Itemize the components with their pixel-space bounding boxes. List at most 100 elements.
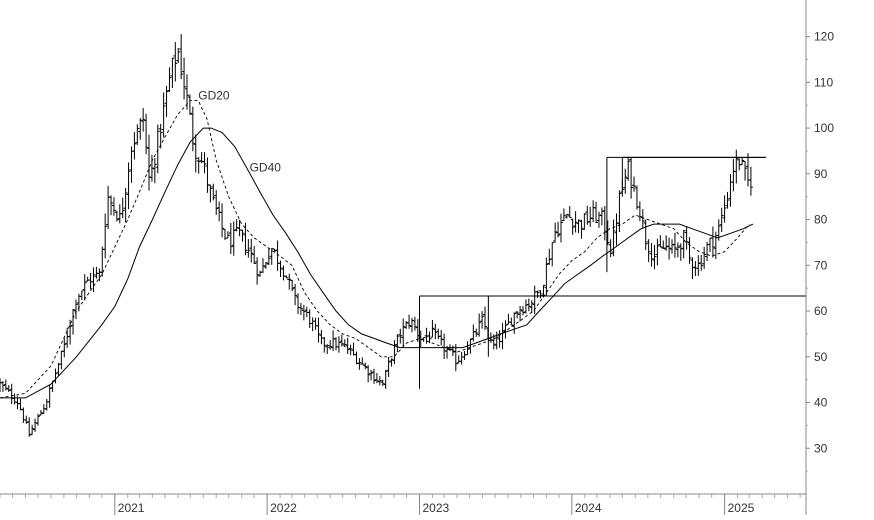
ohlc-bar: [82, 274, 87, 301]
ohlc-bar: [380, 379, 385, 387]
ohlc-bar: [196, 157, 201, 174]
ohlc-bar: [494, 331, 499, 350]
ohlc-bar: [190, 106, 195, 152]
ohlc-bar: [296, 293, 301, 315]
ohlc-bar: [322, 336, 327, 353]
ohlc-bar: [313, 317, 318, 330]
ohlc-bar: [468, 338, 473, 354]
y-tick-label: 30: [814, 441, 828, 455]
ohlc-bar: [243, 222, 248, 256]
y-tick-label: 120: [814, 30, 834, 44]
ohlc-bar: [629, 157, 634, 199]
ohlc-bar: [579, 219, 584, 239]
ohlc-bar: [731, 158, 736, 192]
ohlc-bar: [85, 276, 90, 282]
ohlc-bar: [252, 246, 257, 265]
ohlc-bar: [307, 309, 312, 328]
ohlc-bar: [135, 124, 140, 145]
ohlc-bar: [652, 244, 657, 270]
ohlc-bar: [331, 330, 336, 351]
ohlc-bar: [30, 424, 35, 435]
ohlc-bar: [556, 221, 561, 238]
ohlc-bar: [509, 317, 514, 326]
ohlc-bar: [21, 407, 26, 423]
ohlc-bar: [655, 238, 660, 266]
ohlc-bar: [68, 319, 73, 345]
range-box: [621, 156, 766, 197]
ohlc-bar: [430, 319, 435, 338]
ohlc-bar: [456, 355, 461, 364]
ohlc-bar: [535, 290, 540, 299]
ohlc-bar: [161, 92, 166, 138]
ohlc-bar: [690, 257, 695, 280]
ohlc-bar: [404, 321, 409, 329]
series-label: GD20: [198, 89, 230, 103]
ohlc-bar: [284, 275, 289, 279]
ohlc-bar: [564, 213, 569, 219]
ohlc-bar: [334, 337, 339, 351]
ohlc-bar: [132, 132, 137, 160]
ohlc-bar: [298, 302, 303, 316]
ohlc-bar: [234, 219, 239, 232]
ohlc-bar: [44, 398, 49, 411]
ohlc-bar: [310, 317, 315, 332]
ohlc-bar: [407, 314, 412, 329]
ohlc-bar: [576, 219, 581, 234]
ohlc-bar: [316, 317, 321, 343]
ohlc-bar: [360, 357, 365, 365]
ohlc-bar: [290, 279, 295, 292]
ohlc-bar: [149, 154, 154, 182]
ohlc-bar: [626, 156, 631, 181]
ohlc-bar: [699, 255, 704, 271]
ohlc-bar: [500, 322, 505, 350]
ohlc-bar: [374, 372, 379, 384]
ohlc-bar: [427, 331, 432, 344]
ohlc-bar: [41, 404, 46, 415]
ohlc-bar: [529, 300, 534, 314]
ohlc-bar: [205, 157, 210, 193]
ohlc-bar: [129, 146, 134, 183]
x-tick-label: 2023: [422, 501, 449, 515]
ohlc-bar: [526, 298, 531, 312]
x-tick-label: 2022: [270, 501, 297, 515]
ohlc-bar: [523, 299, 528, 314]
ohlc-bar: [366, 365, 371, 383]
ohlc-bar: [301, 304, 306, 321]
ohlc-bar: [348, 344, 353, 356]
ohlc-bar: [35, 413, 40, 426]
ohlc-bar: [193, 134, 198, 173]
ohlc-bar: [182, 57, 187, 100]
ohlc-bar: [594, 201, 599, 224]
ohlc-bar: [395, 334, 400, 353]
ohlc-bar: [518, 305, 523, 322]
ohlc-bar: [179, 34, 184, 80]
series-label: GD40: [250, 161, 282, 175]
y-axis-ticks: 30 40 50 60 70 80 90 100 110 120: [806, 30, 834, 472]
ohlc-bar: [623, 168, 628, 194]
ohlc-bar: [678, 243, 683, 261]
range-box: [487, 295, 806, 357]
ohlc-bar: [263, 261, 268, 269]
ohlc-bar: [152, 158, 157, 184]
ohlc-bar: [643, 219, 648, 251]
ohlc-bar: [9, 383, 14, 405]
ohlc-bar: [106, 185, 111, 230]
ohlc-bar: [386, 356, 391, 377]
ohlc-bar: [147, 134, 152, 191]
ohlc-bar: [217, 201, 222, 222]
ohlc-bar: [255, 257, 260, 285]
ohlc-bar: [702, 246, 707, 270]
ohlc-bar: [363, 362, 368, 370]
ohlc-bar: [73, 299, 78, 320]
ohlc-bar: [319, 330, 324, 345]
ohlc-bar: [503, 320, 508, 339]
ohlc-bar: [59, 350, 64, 370]
ohlc-bar: [725, 191, 730, 209]
y-tick-label: 40: [814, 396, 828, 410]
ohlc-bar: [728, 174, 733, 207]
ohlc-bar: [0, 378, 2, 392]
ohlc-bar: [462, 351, 467, 361]
ohlc-bar: [202, 152, 207, 174]
ohlc-bar: [173, 42, 178, 82]
ohlc-bar: [371, 368, 376, 384]
